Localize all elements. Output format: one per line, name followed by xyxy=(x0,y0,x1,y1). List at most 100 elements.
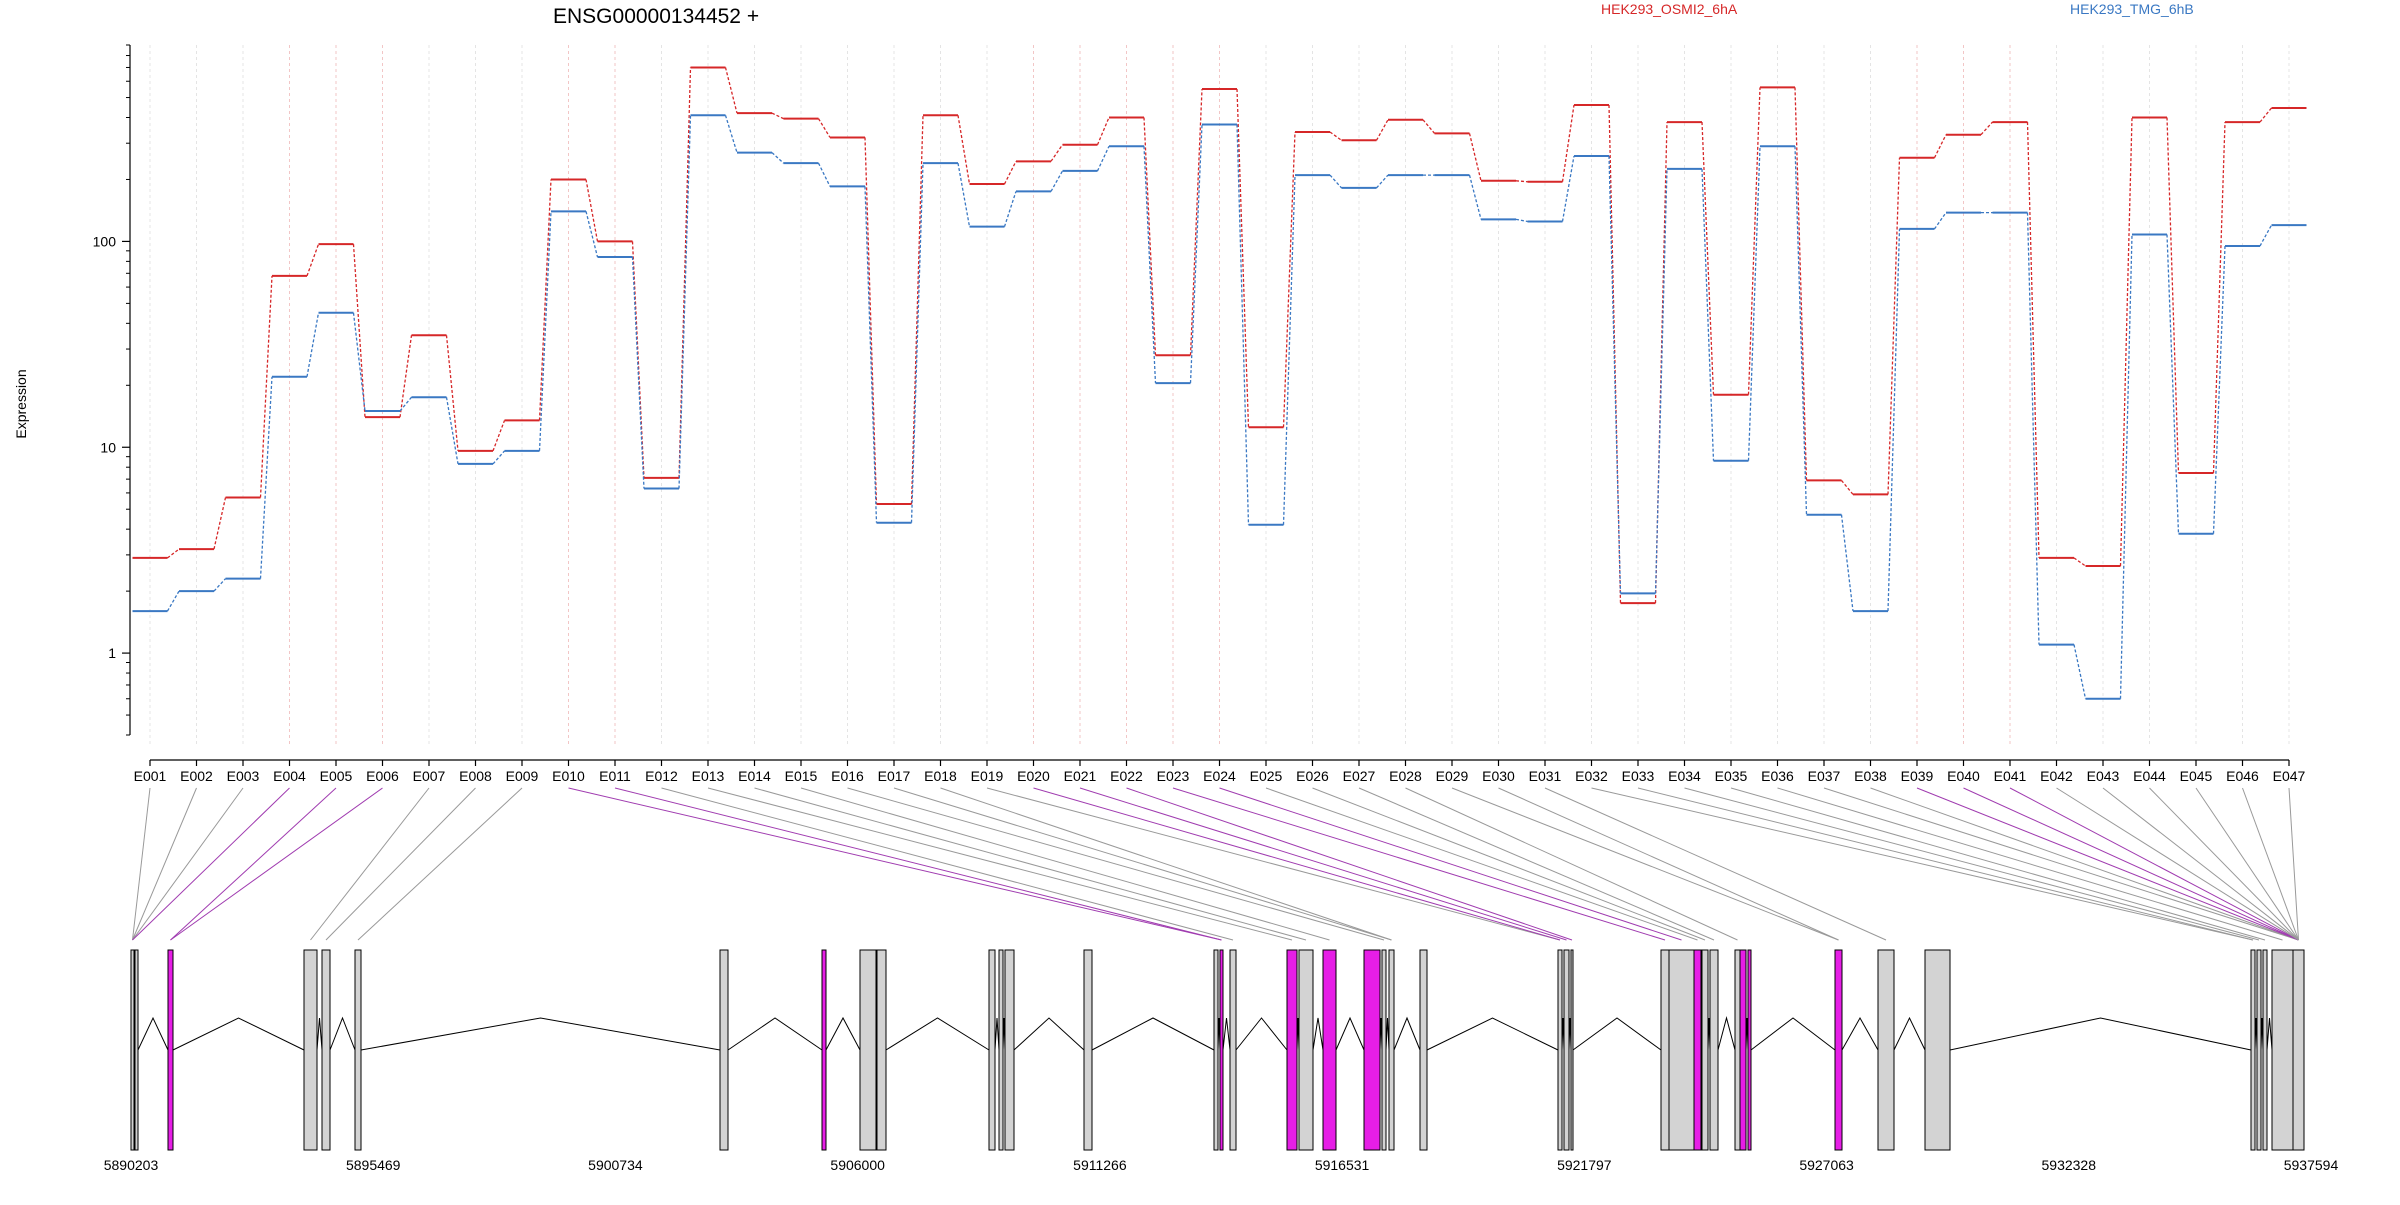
exon-link-E014 xyxy=(754,787,1307,941)
exon-link-E029 xyxy=(1451,787,1839,941)
exon-link-E041 xyxy=(2009,787,2299,941)
exon-box xyxy=(1083,949,1093,1151)
exon-link-E038 xyxy=(1870,787,2299,941)
exon-link-E040 xyxy=(1963,787,2299,941)
connector-E036 xyxy=(1794,87,1808,481)
intron-line xyxy=(1750,1017,1836,1051)
genomic-coordinate-label: 5916531 xyxy=(1315,1157,1370,1173)
exon-label-E041: E041 xyxy=(1994,768,2027,784)
exon-label-E023: E023 xyxy=(1157,768,1190,784)
connector-E030 xyxy=(1515,218,1528,223)
connector-E041 xyxy=(2026,122,2040,558)
connector-E001 xyxy=(166,590,180,612)
exon-box xyxy=(167,949,174,1151)
exon-label-E001: E001 xyxy=(134,768,167,784)
connector-E005 xyxy=(352,244,366,418)
exon-box xyxy=(859,949,877,1151)
exon-label-E046: E046 xyxy=(2226,768,2259,784)
intron-line xyxy=(2266,1017,2273,1051)
connector-E038 xyxy=(1887,228,1901,612)
exon-box xyxy=(1286,949,1298,1151)
exon-link-E005 xyxy=(170,787,337,941)
exon-label-E003: E003 xyxy=(227,768,260,784)
intron-line xyxy=(825,1016,861,1051)
exon-label-E047: E047 xyxy=(2273,768,2306,784)
y-tick-label: 100 xyxy=(93,233,117,249)
intron-line xyxy=(360,1017,721,1051)
connector-E020 xyxy=(1050,144,1064,162)
connector-E024 xyxy=(1236,89,1250,428)
exon-label-E034: E034 xyxy=(1668,768,1701,784)
connector-E006 xyxy=(399,335,413,418)
intron-line xyxy=(727,1017,823,1051)
connector-E005 xyxy=(352,312,366,412)
series-b xyxy=(132,114,2307,700)
exon-label-E033: E033 xyxy=(1622,768,1655,784)
exon-box xyxy=(2256,949,2262,1151)
exon-label-E018: E018 xyxy=(924,768,957,784)
exon-label-E044: E044 xyxy=(2133,768,2166,784)
exon-label-E002: E002 xyxy=(180,768,213,784)
connector-E010 xyxy=(585,179,599,242)
exon-label-E025: E025 xyxy=(1250,768,1283,784)
exon-box xyxy=(1734,949,1741,1151)
exon-link-E013 xyxy=(707,787,1293,941)
exon-link-E042 xyxy=(2056,787,2299,941)
intron-line xyxy=(1841,1016,1879,1051)
connector-E043 xyxy=(2119,234,2133,699)
intron-line xyxy=(1222,1017,1231,1051)
exon-box xyxy=(354,949,362,1151)
intron-line xyxy=(885,1017,990,1051)
connector-E004 xyxy=(306,243,320,277)
connector-E002 xyxy=(213,497,227,550)
exon-link-E037 xyxy=(1823,787,2299,941)
exon-link-E012 xyxy=(661,787,1234,941)
connector-E030 xyxy=(1515,180,1528,183)
connector-E006 xyxy=(399,396,412,412)
exon-box xyxy=(1004,949,1015,1151)
exon-link-E022 xyxy=(1126,787,1573,941)
connector-E045 xyxy=(2212,122,2226,473)
connector-E031 xyxy=(1561,104,1575,182)
intron-line xyxy=(1235,1017,1288,1051)
exon-label-E035: E035 xyxy=(1715,768,1748,784)
exon-box xyxy=(2262,949,2268,1151)
connector-E046 xyxy=(2259,224,2273,247)
exon-link-E006 xyxy=(170,787,383,941)
exon-box xyxy=(1557,949,1563,1151)
exon-label-E029: E029 xyxy=(1436,768,1469,784)
connector-E014 xyxy=(771,152,784,164)
exon-label-E006: E006 xyxy=(366,768,399,784)
connector-E012 xyxy=(678,67,692,478)
exon-link-E002 xyxy=(132,787,197,941)
connector-E021 xyxy=(1096,145,1110,172)
genomic-coordinate-label: 5895469 xyxy=(346,1157,401,1173)
connector-E022 xyxy=(1143,117,1157,356)
exon-label-E021: E021 xyxy=(1064,768,1097,784)
series-a xyxy=(132,66,2307,605)
connector-E017 xyxy=(910,163,924,523)
y-tick-label: 1 xyxy=(108,645,116,661)
exon-box xyxy=(998,949,1004,1151)
connector-E009 xyxy=(538,179,552,421)
exon-box xyxy=(1668,949,1695,1151)
exon-box xyxy=(1660,949,1670,1151)
exon-link-E018 xyxy=(940,787,1392,941)
genomic-coordinate-label: 5890203 xyxy=(104,1157,159,1173)
connector-E002 xyxy=(213,578,226,592)
intron-line xyxy=(1893,1016,1926,1051)
exon-box xyxy=(1739,949,1747,1151)
exon-link-E024 xyxy=(1219,787,1682,941)
legend-series-b: HEK293_TMG_6hB xyxy=(2070,1,2194,17)
exon-box xyxy=(1213,949,1219,1151)
genomic-coordinate-label: 5921797 xyxy=(1557,1157,1612,1173)
connector-E012 xyxy=(678,115,692,489)
intron-line xyxy=(1393,1016,1421,1051)
connector-E018 xyxy=(957,115,971,185)
exon-link-E035 xyxy=(1730,787,2266,941)
exon-label-E032: E032 xyxy=(1575,768,1608,784)
exon-link-E033 xyxy=(1637,787,2254,941)
connector-E008 xyxy=(492,450,505,465)
exon-link-E031 xyxy=(1544,787,1887,941)
connector-E044 xyxy=(2166,117,2180,473)
